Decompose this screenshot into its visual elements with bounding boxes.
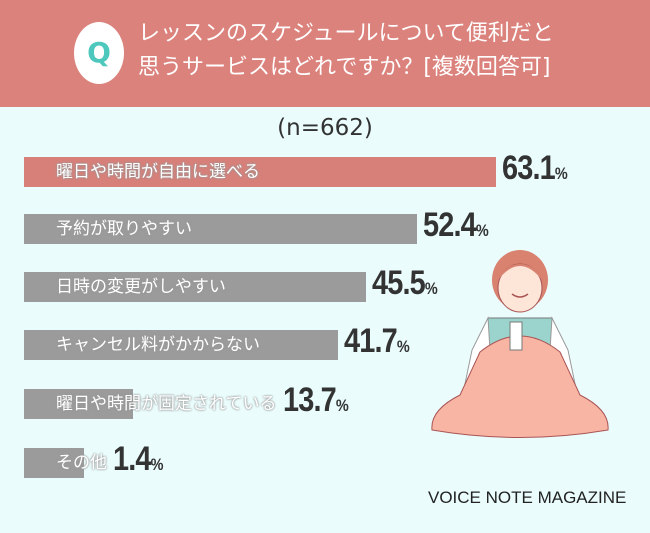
value-label: 13.7%: [283, 381, 349, 420]
value-number: 52.4: [423, 206, 477, 244]
value-label: 41.7%: [344, 322, 410, 361]
value-number: 1.4: [113, 440, 151, 478]
bar: [24, 389, 133, 419]
question-title: レッスンのスケジュールについて便利だと 思うサービスはどれですか？[複数回答可]: [138, 17, 638, 85]
brand-credit: VOICE NOTE MAGAZINE: [428, 488, 627, 507]
title-line-1: レッスンのスケジュールについて便利だと: [138, 21, 554, 46]
value-unit: %: [475, 221, 489, 240]
value-unit: %: [425, 279, 438, 298]
category-label: 日時の変更がしやすい: [56, 277, 226, 297]
value-label: 1.4%: [113, 440, 163, 479]
value-number: 41.7: [344, 322, 398, 360]
value-number: 13.7: [283, 381, 337, 419]
bar: [24, 214, 418, 244]
category-label: キャンセル料がかからない: [56, 335, 260, 355]
value-label: 63.1%: [501, 149, 568, 188]
category-label: その他: [56, 453, 107, 473]
question-header: Q レッスンのスケジュールについて便利だと 思うサービスはどれですか？[複数回答…: [0, 0, 650, 107]
value-number: 45.5: [372, 264, 426, 302]
q-badge: Q: [74, 22, 124, 84]
value-unit: %: [397, 337, 410, 356]
bar: [24, 448, 84, 478]
value-number: 63.1: [501, 149, 556, 187]
value-unit: %: [150, 455, 164, 474]
bar: [24, 157, 496, 187]
sample-size: (n=662): [277, 115, 373, 141]
value-unit: %: [335, 396, 349, 415]
bar: [24, 272, 367, 302]
category-label: 曜日や時間が固定されている: [56, 394, 277, 414]
bar: [24, 330, 339, 360]
category-label: 予約が取りやすい: [56, 219, 192, 239]
value-unit: %: [554, 164, 568, 183]
category-label: 曜日や時間が自由に選べる: [56, 162, 260, 182]
value-label: 52.4%: [423, 206, 489, 245]
value-label: 45.5%: [372, 264, 438, 303]
title-line-2: 思うサービスはどれですか？[複数回答可]: [138, 55, 551, 80]
woman-illustration: [431, 250, 609, 438]
